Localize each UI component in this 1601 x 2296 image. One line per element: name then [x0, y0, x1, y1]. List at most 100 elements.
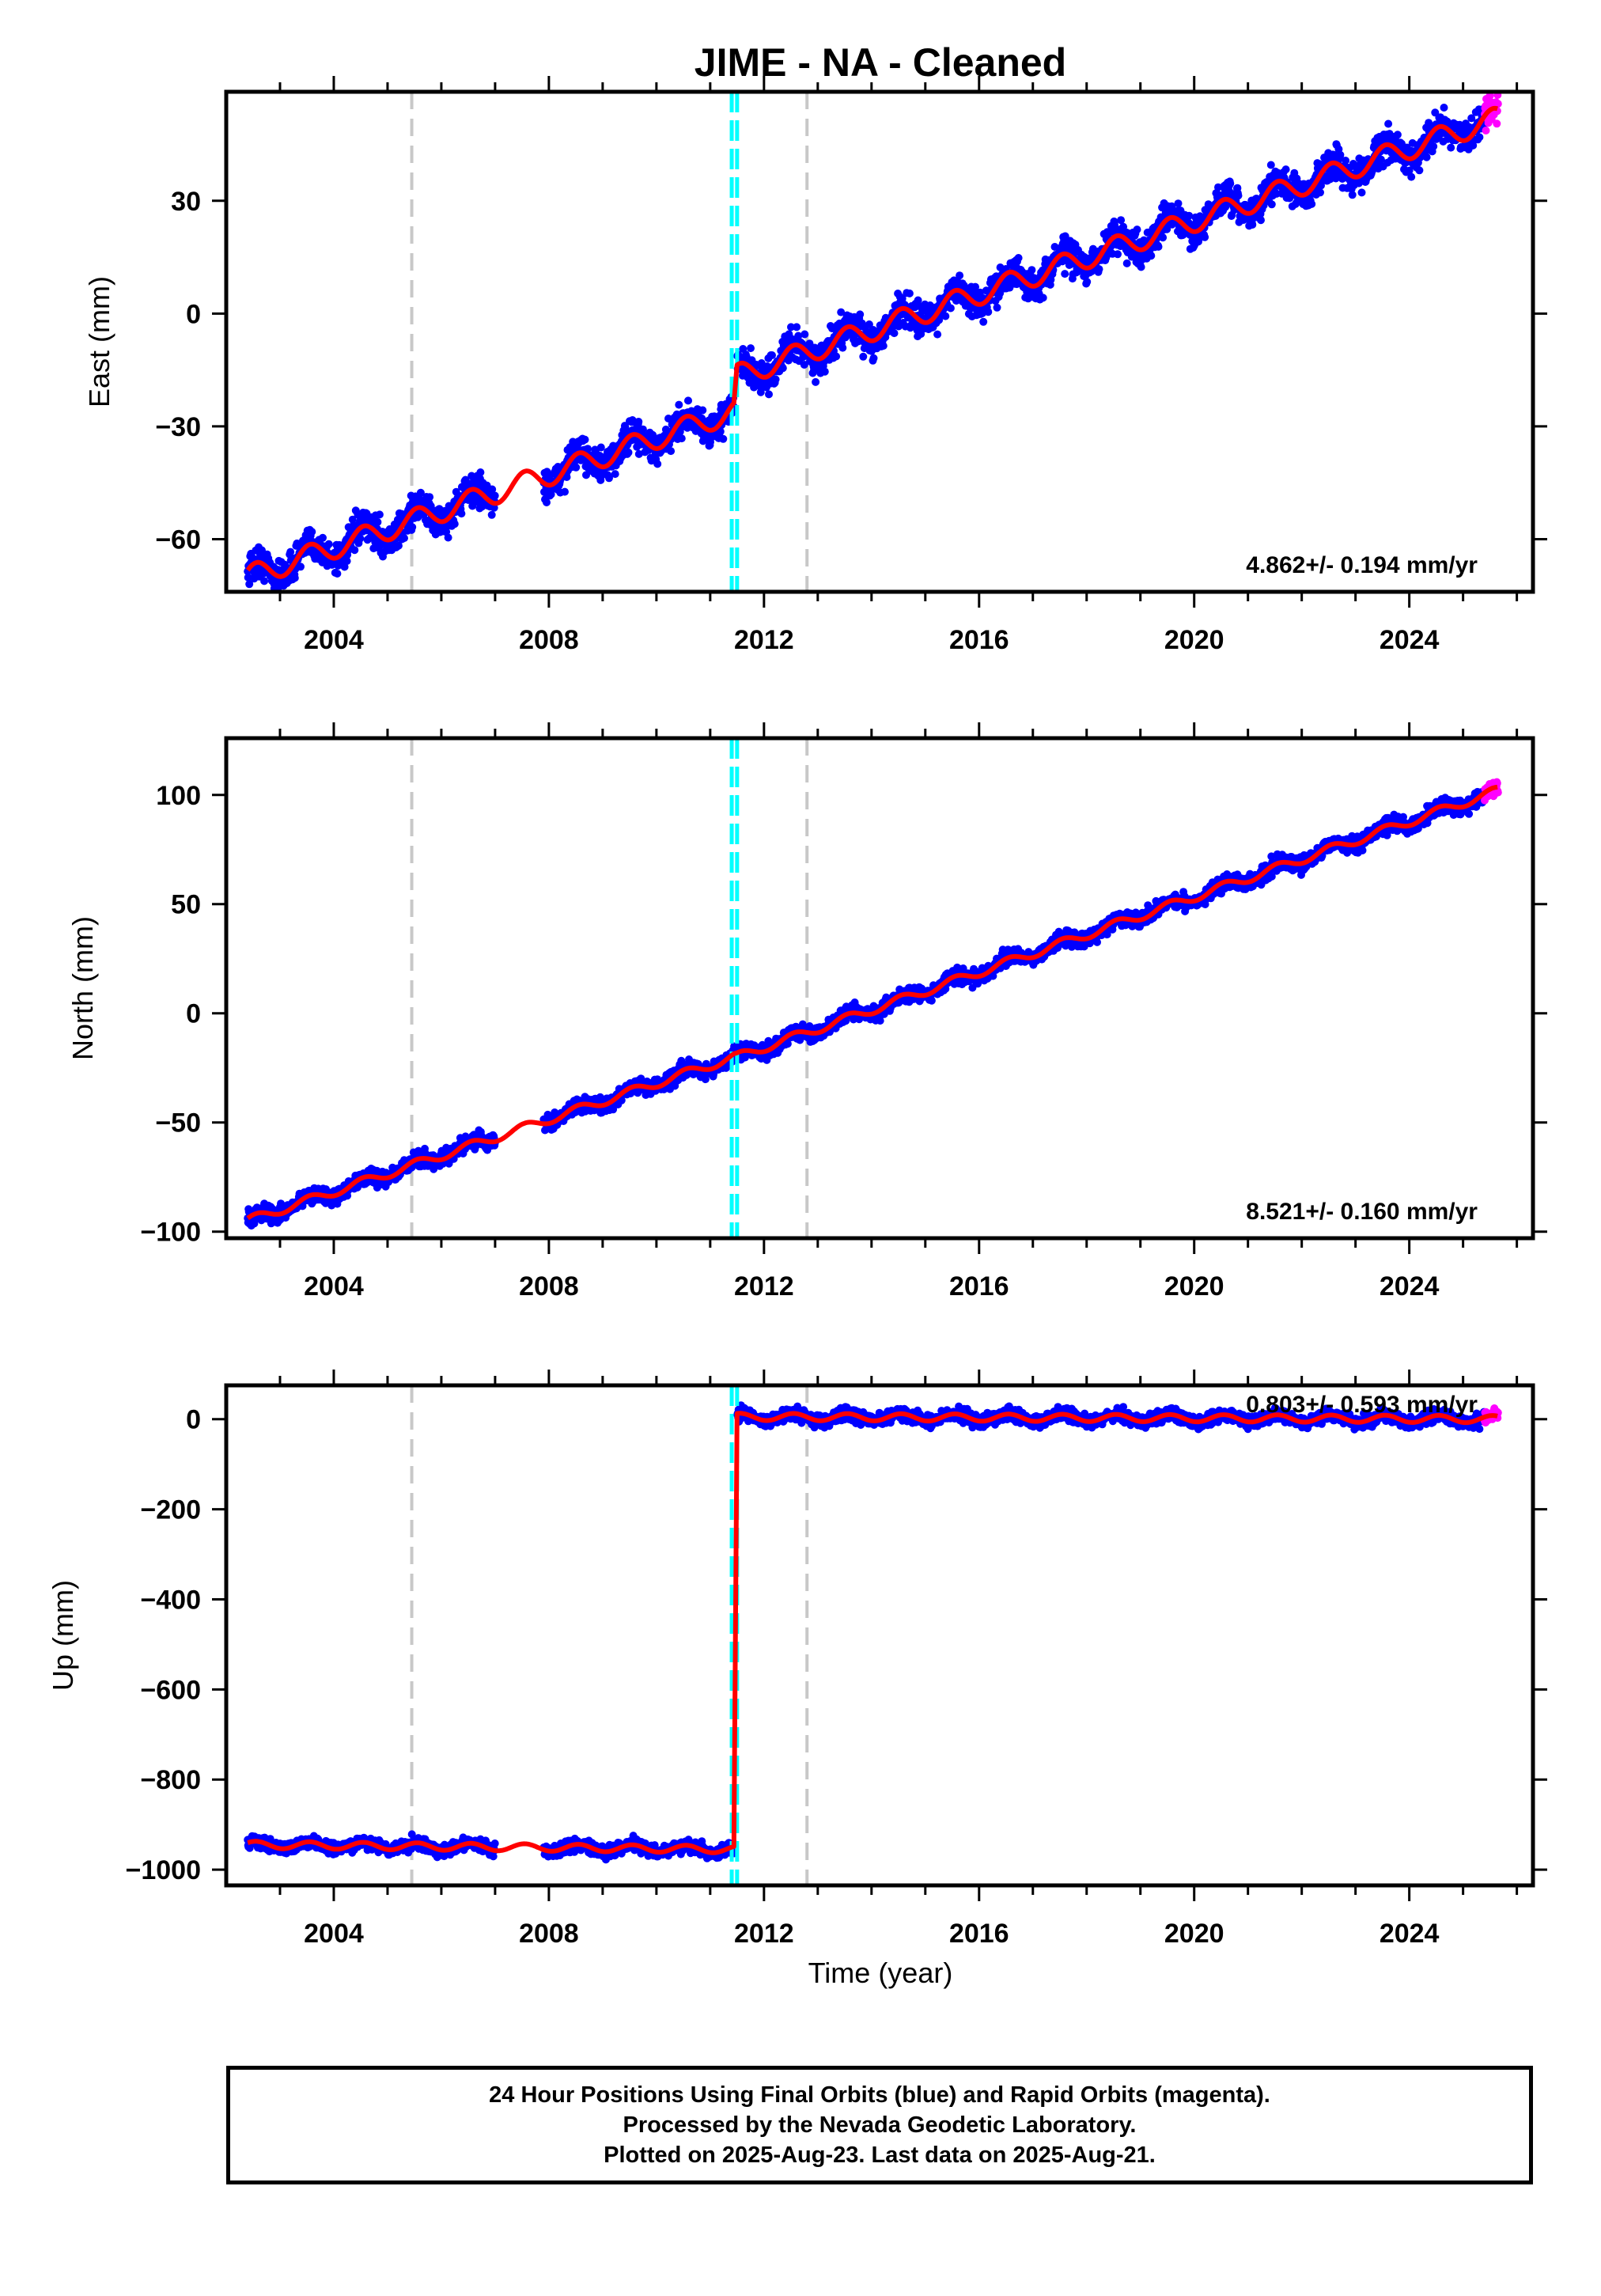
final-orbit-point: [394, 541, 403, 550]
final-orbit-point: [1133, 225, 1141, 234]
final-orbit-point: [675, 400, 683, 409]
final-orbit-point: [1014, 254, 1023, 262]
final-orbit-point: [979, 317, 988, 326]
final-orbit-point: [1429, 142, 1438, 150]
x-tick-label: 2016: [949, 625, 1009, 655]
final-orbit-point: [800, 361, 808, 369]
final-orbit-point: [611, 470, 619, 479]
x-tick-label: 2008: [519, 625, 579, 655]
final-orbit-point: [765, 390, 773, 399]
final-orbit-point: [933, 330, 942, 339]
final-orbit-point: [1122, 259, 1131, 267]
final-orbit-point: [793, 323, 801, 332]
final-orbit-point: [373, 517, 382, 526]
final-orbit-point: [1316, 188, 1324, 197]
final-orbit-point: [946, 304, 955, 313]
final-orbit-point: [426, 493, 434, 502]
rapid-orbit-point: [1493, 119, 1501, 128]
final-orbit-point: [1415, 166, 1424, 175]
final-orbit-point: [584, 445, 592, 453]
final-orbit-point: [624, 448, 633, 457]
final-orbit-point: [1357, 188, 1366, 197]
final-orbit-point: [1342, 157, 1350, 165]
final-orbit-point: [1201, 233, 1209, 241]
final-orbit-point: [1407, 172, 1416, 181]
final-orbit-point: [343, 557, 351, 566]
final-orbit-point: [794, 332, 803, 340]
final-orbit-point: [408, 523, 417, 532]
final-orbit-point: [890, 329, 899, 338]
final-orbit-point: [1159, 233, 1168, 242]
final-orbit-point: [865, 320, 873, 328]
final-orbit-point: [756, 388, 765, 396]
plot-area: [244, 738, 1502, 1238]
final-orbit-point: [416, 488, 425, 497]
final-orbit-point: [905, 289, 914, 297]
y-tick-label: −60: [155, 525, 201, 555]
final-orbit-point: [1028, 266, 1036, 275]
final-orbit-point: [984, 308, 993, 316]
final-orbit-point: [1248, 221, 1257, 229]
final-orbit-point: [290, 574, 299, 582]
final-orbit-point: [356, 534, 365, 543]
final-orbit-point: [1214, 183, 1222, 191]
final-orbit-point: [1095, 265, 1103, 274]
final-orbit-point: [244, 573, 252, 582]
final-orbit-point: [898, 294, 906, 303]
final-orbit-point: [488, 485, 497, 494]
final-orbit-point: [400, 534, 408, 543]
rapid-orbit-point: [1493, 100, 1502, 108]
final-orbit-point: [1234, 191, 1243, 200]
final-orbit-point: [1336, 150, 1345, 159]
final-orbit-point: [952, 297, 960, 305]
final-orbit-point: [800, 330, 809, 339]
x-tick-label: 2024: [1380, 625, 1440, 655]
panel-1: 2004 2008 2012 2016 2020 2024−100−50050100Nor…: [66, 722, 1547, 1301]
final-orbit-point: [768, 351, 776, 359]
final-orbit-point: [1147, 252, 1156, 260]
x-tick-label: 2020: [1164, 625, 1224, 655]
final-orbit-point: [956, 271, 964, 280]
final-orbit-point: [487, 510, 496, 519]
final-orbit-point: [1384, 119, 1393, 128]
final-orbit-point: [297, 563, 305, 571]
final-orbit-point: [1221, 203, 1230, 211]
rapid-orbit-point: [1482, 127, 1490, 135]
final-orbit-point: [927, 996, 936, 1005]
final-orbit-point: [1226, 180, 1235, 188]
final-orbit-point: [1266, 161, 1275, 169]
final-orbit-point: [308, 528, 316, 536]
final-orbit-point: [324, 540, 333, 548]
final-orbit-point: [638, 425, 647, 434]
final-orbit-point: [1281, 165, 1290, 174]
final-orbit-point: [1083, 278, 1092, 286]
final-orbit-point: [914, 296, 922, 305]
final-orbit-point: [993, 303, 1001, 312]
final-orbit-point: [787, 323, 795, 332]
final-orbit-point: [716, 427, 725, 436]
final-orbit-point: [561, 487, 569, 496]
final-orbit-point: [667, 447, 676, 456]
final-orbit-point: [771, 375, 780, 384]
final-orbit-point: [1308, 199, 1316, 208]
final-orbit-point: [457, 510, 466, 518]
final-orbit-point: [820, 367, 829, 376]
final-orbit-point: [562, 473, 571, 481]
final-orbit-point: [1174, 199, 1183, 208]
final-orbit-point: [1061, 270, 1069, 278]
final-orbit-point: [319, 533, 327, 542]
final-orbit-point: [444, 533, 452, 542]
final-orbit-point: [286, 547, 295, 556]
final-orbit-point: [634, 449, 643, 458]
final-orbit-point: [859, 352, 868, 361]
final-orbit-point: [653, 460, 662, 468]
panel-frame: [224, 89, 1535, 594]
y-axis-label: East (mm): [83, 276, 115, 407]
final-orbit-point: [1119, 222, 1128, 231]
final-orbit-point: [1039, 294, 1047, 302]
final-orbit-point: [634, 418, 643, 426]
final-orbit-point: [684, 396, 692, 405]
final-orbit-point: [812, 377, 820, 386]
final-orbit-point: [333, 570, 342, 578]
